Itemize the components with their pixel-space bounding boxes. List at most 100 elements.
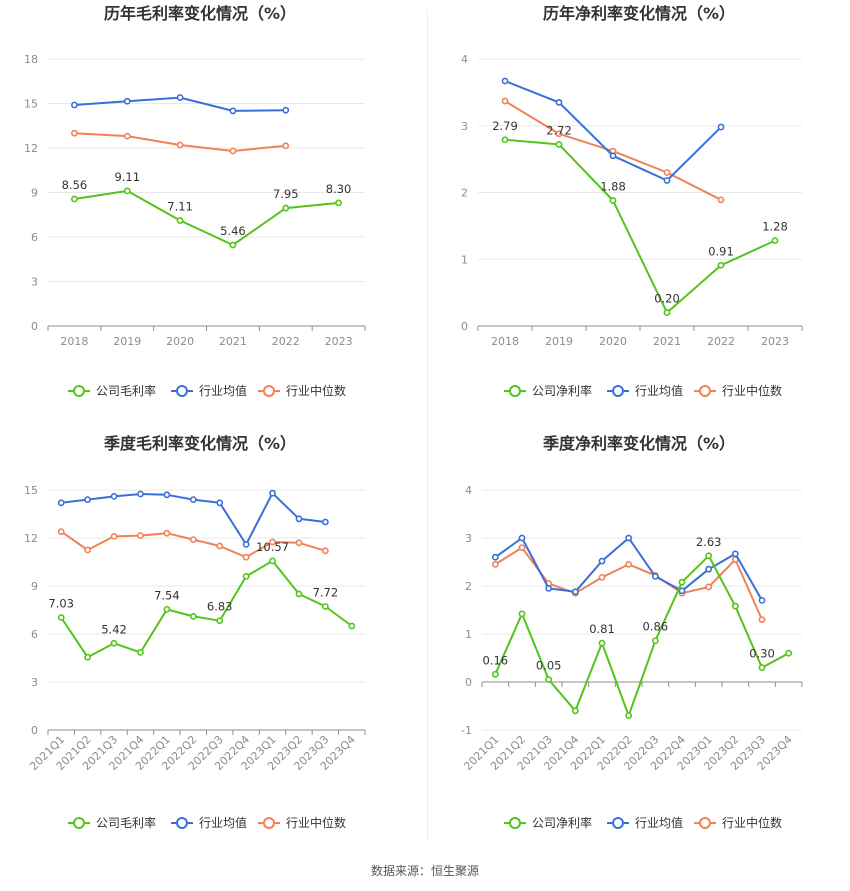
- series-line: [504, 80, 722, 182]
- data-point: [282, 204, 290, 212]
- data-point: [137, 490, 144, 498]
- data-label: 8.30: [326, 182, 352, 196]
- data-point: [123, 132, 131, 140]
- legend-label: 行业均值: [635, 815, 683, 830]
- data-point: [663, 169, 671, 176]
- data-label: 0.91: [708, 244, 734, 258]
- y-tick-label: 15: [24, 484, 38, 497]
- data-point: [625, 534, 633, 542]
- data-point: [335, 199, 342, 207]
- data-point: [189, 612, 197, 620]
- data-point: [176, 141, 184, 149]
- data-point: [229, 107, 237, 115]
- data-point: [758, 596, 766, 604]
- legend-marker: [699, 385, 711, 397]
- data-point: [571, 707, 579, 715]
- legend-label: 行业中位数: [286, 383, 346, 398]
- data-label: 7.11: [167, 200, 193, 214]
- y-tick-label: -1: [461, 724, 472, 737]
- data-point: [176, 94, 184, 101]
- data-point: [242, 572, 250, 580]
- x-tick-label: 2022: [707, 335, 735, 348]
- data-point: [678, 578, 686, 586]
- data-label: 10.57: [256, 540, 289, 554]
- x-tick-label: 2018: [60, 335, 88, 348]
- data-point: [137, 648, 144, 656]
- data-point: [491, 553, 499, 561]
- data-point: [137, 532, 144, 539]
- data-point: [501, 97, 509, 105]
- data-point: [598, 639, 606, 647]
- chart-title: 历年毛利率变化情况（%）: [104, 4, 296, 23]
- y-tick-label: 0: [31, 320, 38, 333]
- data-point: [269, 489, 276, 497]
- data-point: [229, 147, 237, 155]
- data-point: [717, 196, 725, 204]
- y-tick-label: 9: [31, 187, 38, 200]
- legend-label: 行业均值: [635, 383, 683, 398]
- data-point: [555, 130, 563, 138]
- legend-label: 公司毛利率: [96, 815, 156, 830]
- data-point: [321, 603, 329, 610]
- data-label: 5.46: [220, 224, 246, 238]
- data-point: [518, 610, 526, 618]
- series-line: [494, 554, 790, 717]
- x-tick-label: 2021: [219, 335, 247, 348]
- y-tick-label: 2: [465, 580, 472, 593]
- data-point: [295, 515, 303, 523]
- data-point: [717, 261, 725, 269]
- y-tick-label: 3: [461, 120, 468, 133]
- data-point: [717, 123, 725, 131]
- data-point: [295, 590, 303, 598]
- data-point: [163, 605, 171, 613]
- data-label: 7.72: [313, 585, 339, 599]
- legend-label: 行业中位数: [722, 383, 782, 398]
- legend-marker: [176, 817, 188, 829]
- data-point: [491, 560, 499, 568]
- data-point: [295, 539, 303, 547]
- data-point: [321, 547, 329, 555]
- data-point: [555, 141, 563, 148]
- data-point: [110, 639, 118, 647]
- panel-divider: [427, 10, 428, 840]
- data-point: [321, 518, 329, 526]
- series-line: [494, 537, 763, 601]
- x-tick-label: 2020: [599, 335, 627, 348]
- data-point: [348, 622, 356, 630]
- x-tick-label: 2022: [272, 335, 300, 348]
- data-point: [71, 195, 78, 203]
- data-point: [491, 670, 499, 678]
- legend-marker: [176, 385, 188, 397]
- data-point: [57, 614, 65, 621]
- x-tick-label: 2021: [653, 335, 681, 348]
- data-label: 0.05: [536, 659, 562, 673]
- y-tick-label: 1: [465, 628, 472, 641]
- data-label: 1.88: [600, 180, 626, 194]
- legend-label: 公司净利率: [532, 383, 592, 398]
- y-tick-label: 2: [461, 187, 468, 200]
- data-point: [189, 496, 197, 503]
- data-label: 7.03: [48, 597, 74, 611]
- data-label: 0.20: [654, 292, 680, 306]
- data-point: [57, 528, 65, 535]
- y-tick-label: 12: [24, 532, 38, 545]
- legend-marker: [612, 385, 624, 397]
- data-label: 0.86: [643, 620, 669, 634]
- legend-marker: [612, 817, 624, 829]
- chart-title: 季度净利率变化情况（%）: [542, 434, 735, 453]
- x-tick-label: 2018: [491, 335, 519, 348]
- legend-marker: [509, 385, 521, 397]
- legend-marker: [263, 385, 275, 397]
- legend-label: 公司毛利率: [96, 383, 156, 398]
- y-tick-label: 0: [31, 724, 38, 737]
- y-tick-label: 3: [465, 532, 472, 545]
- data-point: [609, 152, 617, 160]
- data-point: [705, 552, 713, 560]
- data-point: [571, 588, 579, 596]
- data-point: [57, 499, 65, 507]
- data-point: [663, 309, 671, 317]
- data-point: [663, 177, 671, 184]
- data-point: [545, 584, 553, 592]
- data-point: [216, 542, 224, 550]
- chart-title: 季度毛利率变化情况（%）: [103, 434, 296, 453]
